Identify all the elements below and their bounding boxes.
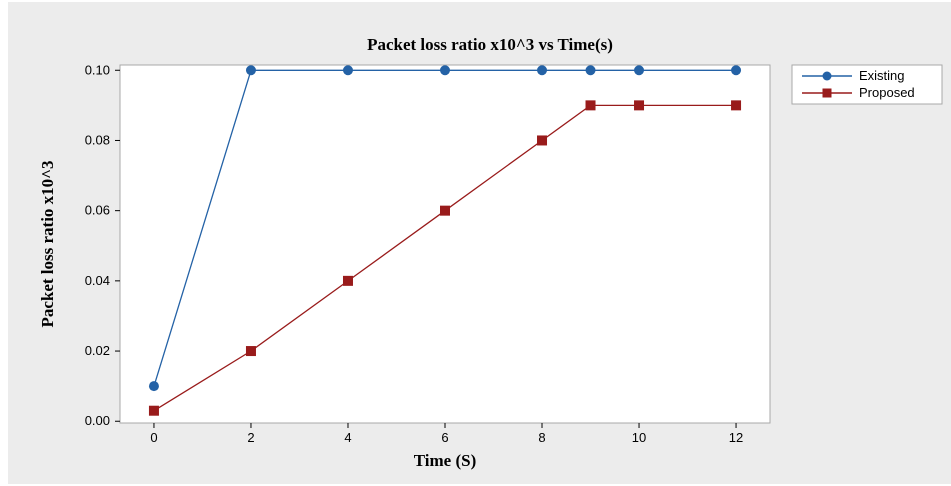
data-point-proposed	[634, 100, 645, 111]
x-tick-label: 6	[441, 430, 448, 445]
data-point-existing	[148, 381, 159, 392]
y-tick-label: 0.00	[85, 413, 110, 428]
data-point-existing	[731, 65, 742, 76]
data-point-existing	[537, 65, 548, 76]
y-axis: 0.00 0.02 0.04 0.06 0.08 0.10	[85, 62, 120, 428]
series-proposed	[148, 100, 742, 416]
data-point-proposed	[537, 135, 548, 146]
series-line-proposed	[153, 104, 736, 412]
data-point-proposed	[731, 100, 742, 111]
x-tick-label: 4	[344, 430, 351, 445]
data-point-existing	[245, 65, 256, 76]
y-tick-label: 0.04	[85, 273, 110, 288]
legend-marker-existing	[822, 71, 832, 81]
series-existing	[148, 65, 742, 392]
y-tick-label: 0.06	[85, 203, 110, 218]
data-point-existing	[342, 65, 353, 76]
y-tick-label: 0.10	[85, 62, 110, 77]
chart-title: Packet loss ratio x10^3 vs Time(s)	[367, 35, 613, 54]
legend-box	[791, 64, 943, 105]
data-point-existing	[634, 65, 645, 76]
series-layer	[148, 65, 742, 416]
x-tick-label: 12	[729, 430, 743, 445]
x-axis-title: Time (S)	[414, 451, 477, 470]
data-point-proposed	[342, 275, 353, 286]
x-axis: 0 2 4 6 8 10 12	[150, 423, 743, 445]
legend-label-existing: Existing	[859, 68, 905, 83]
legend: Existing Proposed	[791, 64, 943, 105]
x-tick-label: 2	[247, 430, 254, 445]
data-point-proposed	[148, 405, 159, 416]
legend-marker-proposed	[822, 88, 832, 98]
data-point-proposed	[585, 100, 596, 111]
plot-area	[119, 64, 771, 424]
x-tick-label: 0	[150, 430, 157, 445]
y-tick-label: 0.02	[85, 343, 110, 358]
x-tick-label: 10	[632, 430, 646, 445]
data-point-existing	[440, 65, 450, 76]
data-point-proposed	[245, 346, 256, 357]
x-tick-label: 8	[538, 430, 545, 445]
series-line-existing	[153, 69, 736, 387]
y-axis-title: Packet loss ratio x10^3	[38, 160, 57, 327]
data-point-proposed	[440, 205, 450, 216]
data-point-existing	[585, 65, 596, 76]
legend-label-proposed: Proposed	[859, 85, 915, 100]
y-tick-label: 0.08	[85, 132, 110, 147]
